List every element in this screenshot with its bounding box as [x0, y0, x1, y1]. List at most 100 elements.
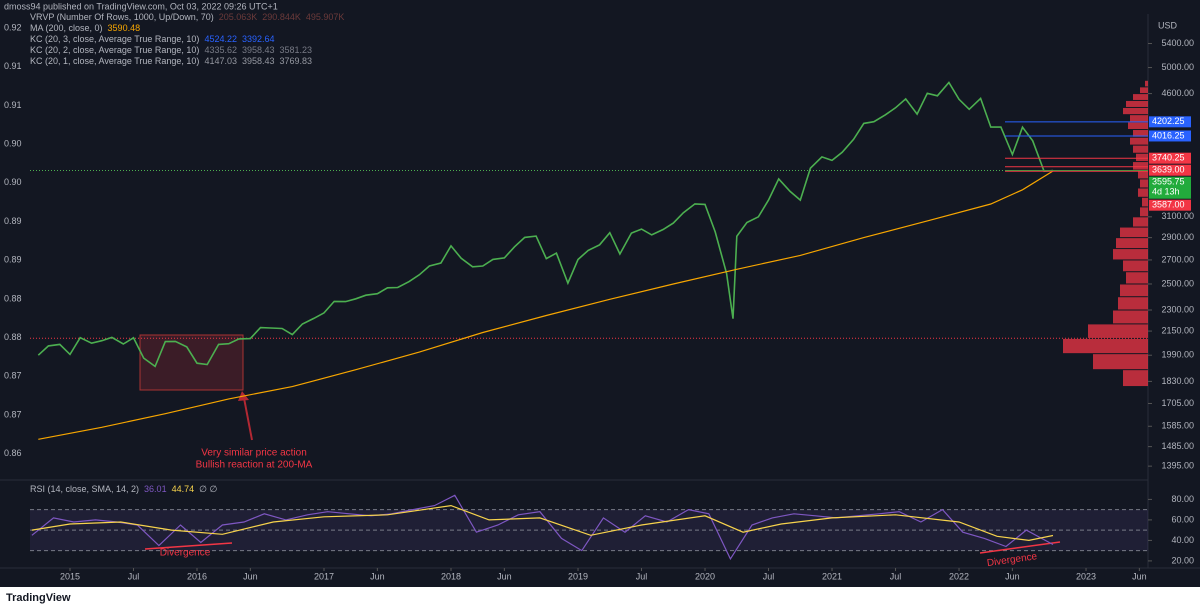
- volume-profile-bar: [1116, 238, 1148, 249]
- left-axis-label: 0.87: [4, 409, 22, 419]
- y-tick-label: 2150.00: [1161, 325, 1194, 335]
- volume-profile-bar: [1133, 94, 1148, 100]
- legend-value: 3590.48: [108, 23, 141, 33]
- left-axis-label: 0.92: [4, 22, 22, 32]
- volume-profile-bar: [1120, 227, 1148, 238]
- legend-value: 3581.23: [280, 45, 313, 55]
- y-tick-label: 5000.00: [1161, 62, 1194, 72]
- legend-row: VRVP (Number Of Rows, 1000, Up/Down, 70)…: [30, 12, 344, 22]
- volume-profile-bar: [1138, 188, 1148, 197]
- y-tick-label: 1485.00: [1161, 441, 1194, 451]
- y-tick-label: 80.00: [1171, 494, 1194, 504]
- x-tick-label: 2022: [949, 571, 969, 581]
- x-tick-label: Jul: [763, 571, 775, 581]
- y-tick-label: 1395.00: [1161, 461, 1194, 471]
- y-tick-label: 2300.00: [1161, 304, 1194, 314]
- price-tag-label: 3587.00: [1152, 200, 1185, 210]
- volume-profile-bar: [1136, 153, 1148, 162]
- legend-value: 3958.43: [242, 56, 275, 66]
- volume-profile-bar: [1123, 107, 1148, 115]
- left-axis-label: 0.87: [4, 371, 22, 381]
- x-tick-label: Jun: [243, 571, 258, 581]
- countdown: 4d 13h: [1152, 187, 1180, 197]
- legend-name: KC (20, 2, close, Average True Range, 10…: [30, 45, 199, 55]
- y-tick-label: 1990.00: [1161, 350, 1194, 360]
- x-tick-label: Jul: [890, 571, 902, 581]
- y-tick-label: 3100.00: [1161, 211, 1194, 221]
- price-tag-label: 3740.25: [1152, 153, 1185, 163]
- price-tag: [1149, 130, 1191, 142]
- left-axis-label: 0.88: [4, 332, 22, 342]
- y-tick-label: 2500.00: [1161, 278, 1194, 288]
- footer-bar: [0, 587, 1200, 609]
- legend-row: KC (20, 3, close, Average True Range, 10…: [30, 34, 275, 44]
- left-axis-label: 0.90: [4, 177, 22, 187]
- series-line: [31, 494, 1054, 561]
- x-tick-label: Jul: [128, 571, 140, 581]
- legend-value: 290.844K: [262, 12, 301, 22]
- x-tick-label: 2016: [187, 571, 207, 581]
- price-tag: [1149, 176, 1191, 199]
- rsi-value: 36.01: [144, 484, 167, 494]
- volume-profile-bar: [1128, 122, 1148, 130]
- left-axis-label: 0.88: [4, 293, 22, 303]
- y-tick-label: 2900.00: [1161, 232, 1194, 242]
- legend-name: KC (20, 3, close, Average True Range, 10…: [30, 34, 199, 44]
- x-tick-label: 2020: [695, 571, 715, 581]
- legend-value: 4524.22: [204, 34, 237, 44]
- legend-name: KC (20, 1, close, Average True Range, 10…: [30, 56, 199, 66]
- left-axis-label: 0.90: [4, 138, 22, 148]
- legend-row: MA (200, close, 0) 3590.48: [30, 23, 140, 33]
- volume-profile-bar: [1145, 80, 1148, 87]
- x-tick-label: Jun: [1005, 571, 1020, 581]
- x-tick-label: 2017: [314, 571, 334, 581]
- legend-name: MA (200, close, 0): [30, 23, 103, 33]
- volume-profile-bar: [1133, 162, 1148, 170]
- volume-profile-bar: [1113, 249, 1148, 260]
- legend-value: 4147.03: [204, 56, 237, 66]
- price-tag: [1149, 199, 1191, 211]
- x-tick-label: Jul: [636, 571, 648, 581]
- arrow-shaft: [243, 397, 253, 441]
- left-axis-label: 0.89: [4, 216, 22, 226]
- left-axis-label: 0.89: [4, 255, 22, 265]
- legend-value: 4335.62: [204, 45, 237, 55]
- note: Bullish reaction at 200-MA: [196, 460, 313, 471]
- x-tick-label: 2015: [60, 571, 80, 581]
- y-tick-label: 2700.00: [1161, 254, 1194, 264]
- y-tick-label: 1585.00: [1161, 421, 1194, 431]
- volume-profile-bar: [1133, 217, 1148, 227]
- volume-profile-bar: [1126, 100, 1148, 107]
- note: Very similar price action: [201, 448, 307, 459]
- legend-value: 3392.64: [242, 34, 275, 44]
- volume-profile-bar: [1130, 115, 1148, 122]
- price-tag-label: 4202.25: [1152, 116, 1185, 126]
- legend-value: 495.907K: [306, 12, 345, 22]
- x-tick-label: 2019: [568, 571, 588, 581]
- x-tick-label: Jun: [1132, 571, 1147, 581]
- left-axis-label: 0.91: [4, 100, 22, 110]
- volume-profile-bar: [1123, 260, 1148, 272]
- legend-value: 3958.43: [242, 45, 275, 55]
- rsi-value: ∅ ∅: [199, 484, 217, 494]
- legend-value: 3769.83: [280, 56, 313, 66]
- divergence-label: Divergence: [160, 548, 211, 559]
- volume-profile-bar: [1118, 297, 1148, 310]
- footer-brand: TradingView: [6, 592, 71, 604]
- volume-profile-bar: [1140, 179, 1148, 188]
- rsi-legend: RSI (14, close, SMA, 14, 2) 36.01 44.74 ∅ ∅: [30, 484, 217, 494]
- volume-profile-bar: [1140, 207, 1148, 217]
- volume-profile-bar: [1120, 284, 1148, 297]
- x-tick-label: Jun: [497, 571, 512, 581]
- volume-profile-bar: [1123, 370, 1148, 387]
- volume-profile-bar: [1126, 272, 1148, 284]
- volume-profile-bar: [1133, 145, 1148, 153]
- series-line: [37, 81, 1054, 368]
- publisher: dmoss94 published on TradingView.com, Oc…: [4, 1, 278, 11]
- y-tick-label: 1705.00: [1161, 398, 1194, 408]
- y-tick-label: 4600.00: [1161, 88, 1194, 98]
- x-tick-label: 2023: [1076, 571, 1096, 581]
- x-tick-label: Jun: [370, 571, 385, 581]
- divergence-line: [979, 541, 1061, 554]
